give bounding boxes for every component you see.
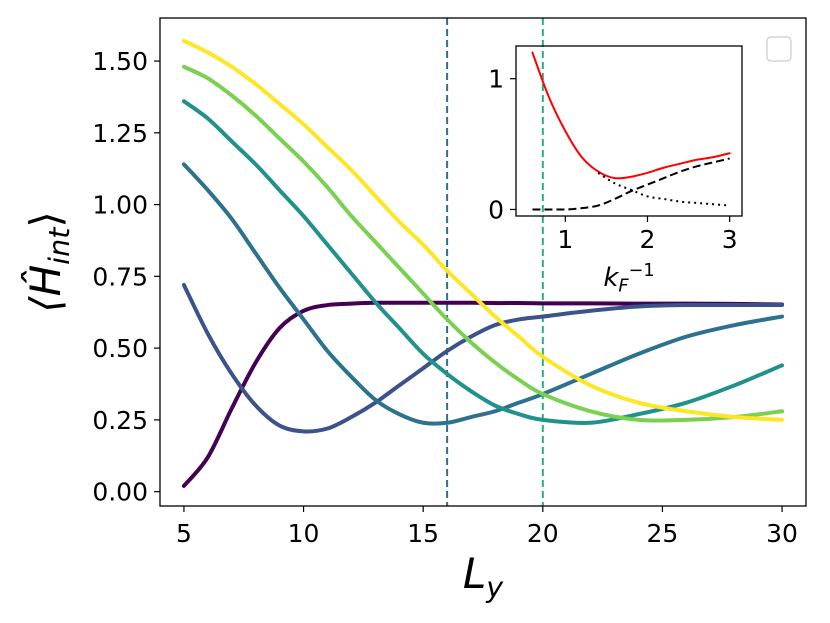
main-frame	[159, 17, 807, 507]
main-ytick-label-4: 1.00	[92, 191, 148, 220]
main-xtick-label-5: 30	[766, 519, 798, 548]
inset-xtick-label-1: 2	[640, 225, 656, 254]
main-ytick-label-2: 0.50	[92, 334, 148, 363]
main-ylabel: ⟨Ĥint⟩	[20, 211, 76, 313]
main-ytick-label-3: 0.75	[92, 262, 148, 291]
main-series-1	[181, 282, 785, 434]
inset-xtick-label-0: 1	[557, 225, 573, 254]
main-ytick-label-1: 0.25	[92, 406, 148, 435]
main-xtick-label-4: 25	[647, 519, 679, 548]
inset-ytick-label-0: 0	[488, 195, 504, 224]
main-series-0	[181, 300, 785, 488]
main-xlabel: Ly	[463, 549, 504, 604]
inset-plot: 1 2 3 0 1 kF−1	[488, 45, 743, 297]
main-ytick-label-6: 1.50	[92, 47, 148, 76]
main-xtick-label-1: 10	[288, 519, 320, 548]
inset-series-2	[597, 172, 730, 207]
main-ytick-label-5: 1.25	[92, 119, 148, 148]
main-xtick-label-3: 20	[527, 519, 559, 548]
inset-ytick-label-1: 1	[488, 65, 504, 94]
main-series-2	[181, 162, 785, 426]
main-xtick-label-0: 5	[176, 519, 192, 548]
inset-series-0	[531, 51, 731, 180]
main-series-4	[181, 64, 785, 423]
inset-frame	[515, 45, 743, 217]
main-series-5	[181, 38, 785, 422]
inset-xlabel: kF−1	[603, 261, 654, 297]
inset-xtick-label-2: 3	[722, 225, 738, 254]
main-ytick-label-0: 0.00	[92, 478, 148, 507]
inset-series-1	[532, 157, 730, 211]
main-plot: 5 10 15 20 25 300.000.250.500.751.001.251.50L…	[20, 17, 807, 604]
main-xtick-label-2: 15	[407, 519, 439, 548]
legend-box	[766, 36, 792, 62]
